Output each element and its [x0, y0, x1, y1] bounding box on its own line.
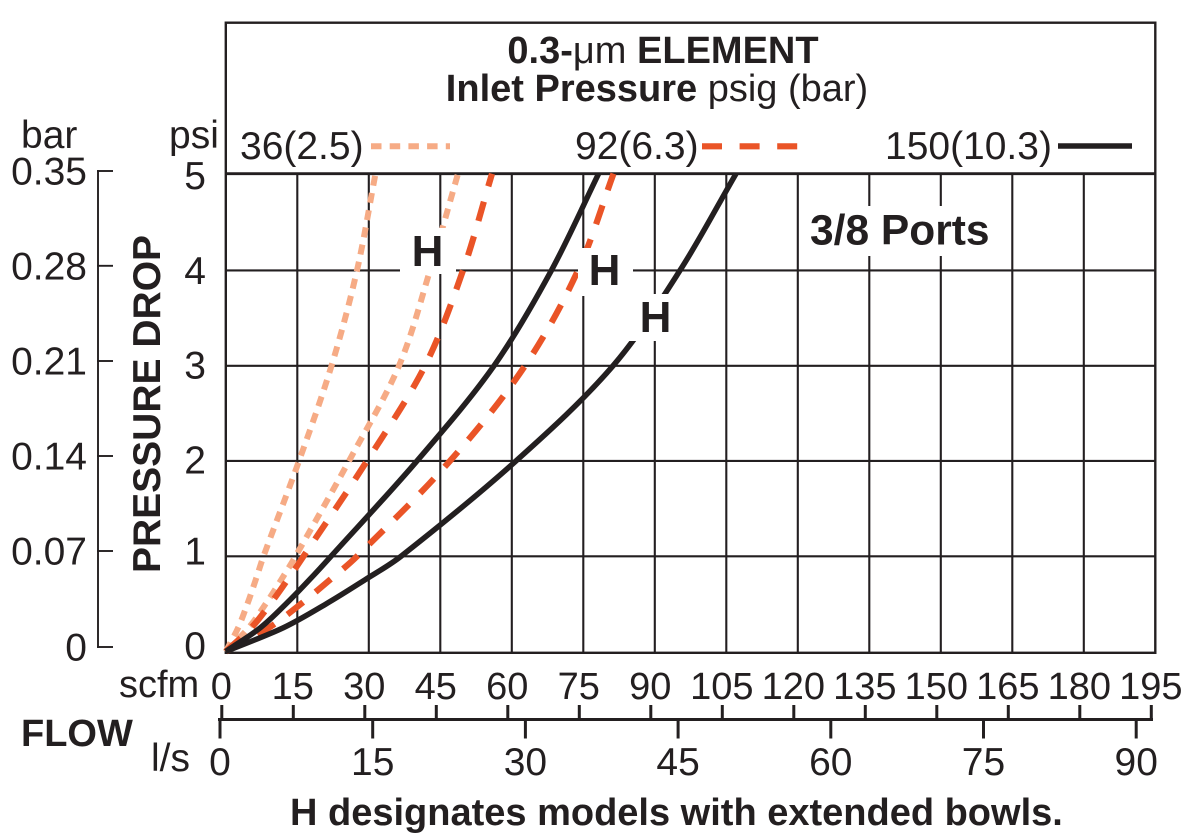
svg-text:0.07: 0.07	[11, 531, 87, 574]
svg-text:0: 0	[65, 627, 87, 670]
svg-text:PRESSURE DROP: PRESSURE DROP	[126, 235, 169, 573]
svg-text:30: 30	[504, 741, 547, 784]
svg-text:0.35: 0.35	[11, 151, 87, 194]
svg-text:0.3-μm ELEMENT: 0.3-μm ELEMENT	[507, 30, 818, 72]
svg-text:45: 45	[656, 741, 699, 784]
svg-text:30: 30	[343, 666, 385, 708]
svg-text:scfm: scfm	[119, 664, 199, 706]
svg-text:0.21: 0.21	[11, 341, 87, 384]
svg-text:90: 90	[1115, 741, 1158, 784]
svg-text:36(2.5): 36(2.5)	[240, 125, 364, 168]
svg-text:15: 15	[272, 666, 314, 708]
svg-text:15: 15	[351, 741, 394, 784]
svg-text:120: 120	[762, 666, 825, 708]
svg-text:FLOW: FLOW	[21, 713, 133, 755]
svg-text:H: H	[412, 227, 444, 276]
svg-text:180: 180	[1048, 666, 1111, 708]
svg-text:2: 2	[184, 440, 206, 483]
svg-text:0: 0	[184, 625, 206, 668]
svg-text:150(10.3): 150(10.3)	[885, 125, 1052, 168]
svg-text:105: 105	[690, 666, 753, 708]
svg-text:3/8 Ports: 3/8 Ports	[810, 208, 990, 255]
svg-text:45: 45	[415, 666, 457, 708]
svg-text:psi: psi	[169, 114, 219, 157]
svg-text:H: H	[589, 246, 621, 295]
svg-text:75: 75	[558, 666, 600, 708]
svg-text:90: 90	[629, 666, 671, 708]
svg-text:0.28: 0.28	[11, 245, 87, 288]
svg-text:60: 60	[486, 666, 528, 708]
svg-text:60: 60	[809, 741, 852, 784]
svg-text:5: 5	[184, 155, 206, 198]
svg-text:92(6.3): 92(6.3)	[575, 125, 699, 168]
svg-text:bar: bar	[21, 114, 77, 157]
svg-text:0: 0	[211, 666, 232, 708]
svg-text:195: 195	[1119, 666, 1182, 708]
svg-text:165: 165	[976, 666, 1039, 708]
svg-text:l/s: l/s	[151, 737, 190, 780]
svg-text:Inlet Pressure psig (bar): Inlet Pressure psig (bar)	[446, 68, 868, 110]
svg-text:150: 150	[905, 666, 968, 708]
svg-text:0.14: 0.14	[11, 436, 87, 479]
svg-text:H: H	[640, 293, 672, 342]
svg-text:0: 0	[209, 741, 231, 784]
svg-text:75: 75	[962, 741, 1005, 784]
svg-text:4: 4	[184, 250, 206, 293]
svg-text:H designates models with exten: H designates models with extended bowls.	[290, 792, 1063, 834]
svg-text:135: 135	[833, 666, 896, 708]
svg-text:3: 3	[184, 345, 206, 388]
svg-text:1: 1	[184, 531, 206, 574]
